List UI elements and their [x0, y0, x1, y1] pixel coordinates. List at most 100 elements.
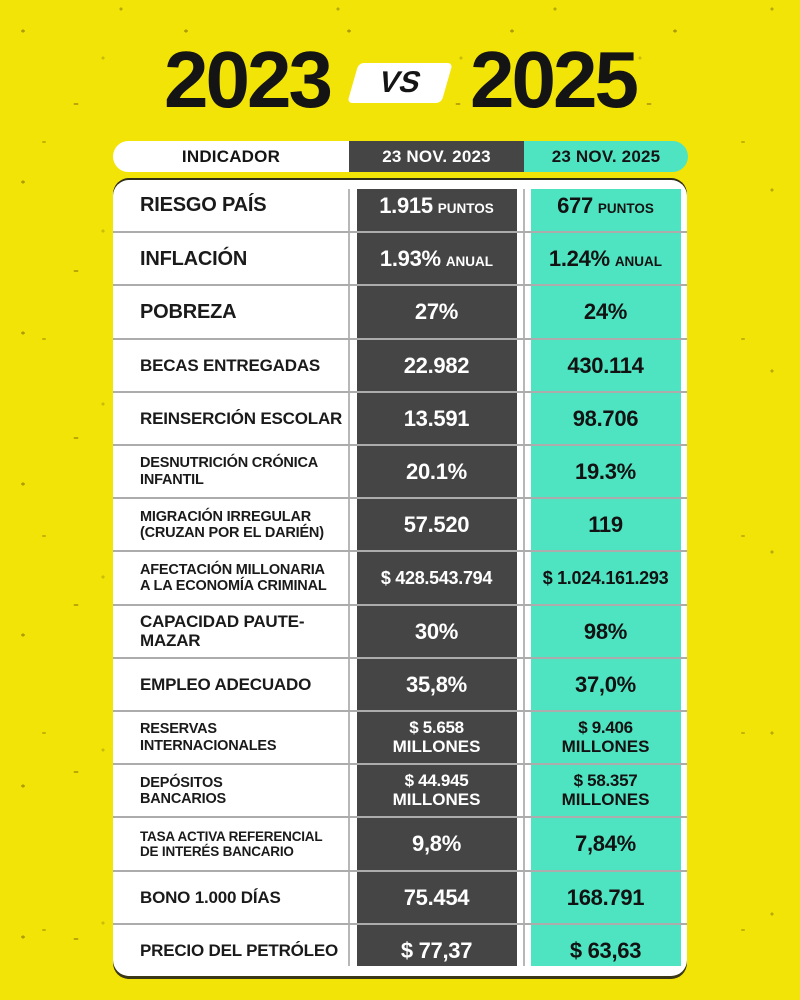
table-row: CAPACIDAD PAUTE-MAZAR 30% 98% — [113, 603, 687, 657]
value-2025: 677 — [557, 193, 593, 219]
indicator-label: RESERVAS INTERNACIONALES — [140, 721, 277, 754]
indicator-label: BECAS ENTREGADAS — [140, 355, 321, 375]
table-row: BONO 1.000 DÍAS 75.454 168.791 — [113, 869, 687, 923]
value-2023-cell: $ 44.945 MILLONES — [349, 765, 524, 816]
column-2025-strip — [531, 189, 681, 966]
indicator-label: INFLACIÓN — [140, 247, 248, 270]
indicator-cell: INFLACIÓN — [113, 233, 349, 284]
indicator-cell: RESERVAS INTERNACIONALES — [113, 712, 349, 763]
column-divider-2 — [523, 189, 525, 966]
indicator-label: CAPACIDAD PAUTE-MAZAR — [140, 612, 305, 651]
value-2023: 9,8% — [412, 831, 461, 857]
value-2023-cell: 13.591 — [349, 393, 524, 444]
value-2023: $ 44.945 — [404, 771, 469, 791]
header-indicador: INDICADOR — [113, 141, 349, 172]
value-2025: $ 63,63 — [569, 937, 642, 963]
value-2023: $ 5.658 — [409, 718, 464, 738]
indicator-label: BONO 1.000 DÍAS — [140, 887, 281, 907]
value-2023: 57.520 — [403, 512, 470, 538]
value-2025-cell: 677 PUNTOS — [524, 180, 687, 231]
page-title: 2023 VS 2025 — [0, 34, 800, 126]
indicator-cell: DESNUTRICIÓN CRÓNICA INFANTIL — [113, 446, 349, 497]
value-2025-cell: 119 — [524, 499, 687, 550]
value-2023-cell: 57.520 — [349, 499, 524, 550]
value-2025-cell: $ 9.406 MILLONES — [524, 712, 687, 763]
value-2025: 119 — [588, 512, 623, 538]
value-2025-cell: 19.3% — [524, 446, 687, 497]
table-row: RESERVAS INTERNACIONALES $ 5.658 MILLONE… — [113, 710, 687, 763]
value-2025-cell: $ 58.357 MILLONES — [524, 765, 687, 816]
indicator-cell: BONO 1.000 DÍAS — [113, 872, 349, 923]
indicator-cell: RIESGO PAÍS — [113, 180, 349, 231]
value-2023-cell: 27% — [349, 286, 524, 337]
value-2025-cell: 98% — [524, 606, 687, 657]
value-2025: $ 58.357 — [573, 771, 638, 791]
value-2025: $ 1.024.161.293 — [542, 567, 669, 588]
value-2023-unit: PUNTOS — [437, 201, 494, 217]
value-2023-cell: 75.454 — [349, 872, 524, 923]
indicator-label: POBREZA — [140, 300, 237, 323]
table-row: POBREZA 27% 24% — [113, 284, 687, 337]
value-2023-cell: 30% — [349, 606, 524, 657]
value-2023-cell: 9,8% — [349, 818, 524, 869]
table-header: INDICADOR 23 NOV. 2023 23 NOV. 2025 — [113, 141, 688, 172]
value-2025-unit: ANUAL — [614, 254, 663, 270]
table-row: RIESGO PAÍS 1.915 PUNTOS 677 PUNTOS — [113, 180, 687, 231]
value-2023: 20.1% — [406, 459, 467, 485]
value-2025: 19.3% — [575, 459, 636, 485]
value-2025-cell: 168.791 — [524, 872, 687, 923]
value-2025: 1.24% — [548, 246, 610, 272]
value-2025-unit: PUNTOS — [597, 201, 654, 217]
table-row: MIGRACIÓN IRREGULAR (CRUZAN POR EL DARIÉ… — [113, 497, 687, 550]
indicator-cell: MIGRACIÓN IRREGULAR (CRUZAN POR EL DARIÉ… — [113, 499, 349, 550]
value-2025-sub: MILLONES — [561, 790, 650, 810]
value-2023: 27% — [414, 299, 459, 325]
indicator-label: EMPLEO ADECUADO — [140, 674, 312, 694]
value-2025-cell: 37,0% — [524, 659, 687, 710]
table-row: AFECTACIÓN MILLONARIA A LA ECONOMÍA CRIM… — [113, 550, 687, 603]
indicator-label: REINSERCIÓN ESCOLAR — [140, 408, 343, 428]
header-23-nov-2023: 23 NOV. 2023 — [349, 141, 524, 172]
indicator-label: TASA ACTIVA REFERENCIAL DE INTERÉS BANCA… — [140, 828, 323, 860]
value-2025-cell: 98.706 — [524, 393, 687, 444]
indicator-cell: EMPLEO ADECUADO — [113, 659, 349, 710]
value-2025: 7,84% — [575, 831, 636, 857]
value-2025: 37,0% — [575, 671, 636, 697]
indicator-cell: DEPÓSITOS BANCARIOS — [113, 765, 349, 816]
value-2025-cell: 7,84% — [524, 818, 687, 869]
value-2023: 13.591 — [403, 405, 470, 431]
value-2023: 1.915 — [379, 193, 433, 219]
indicator-cell: BECAS ENTREGADAS — [113, 340, 349, 391]
indicator-cell: CAPACIDAD PAUTE-MAZAR — [113, 606, 349, 657]
value-2023: 22.982 — [403, 352, 470, 378]
indicator-label: DESNUTRICIÓN CRÓNICA INFANTIL — [140, 455, 319, 488]
value-2025: 24% — [583, 299, 628, 325]
vs-label: VS — [374, 66, 426, 99]
table-row: DESNUTRICIÓN CRÓNICA INFANTIL 20.1% 19.3… — [113, 444, 687, 497]
value-2023-cell: 1.93% ANUAL — [349, 233, 524, 284]
value-2025-cell: 1.24% ANUAL — [524, 233, 687, 284]
value-2023: 1.93% — [379, 246, 441, 272]
value-2025-cell: $ 1.024.161.293 — [524, 552, 687, 603]
value-2023-sub: MILLONES — [392, 790, 481, 810]
title-year-2023: 2023 — [164, 35, 333, 124]
value-2023-cell: 22.982 — [349, 340, 524, 391]
value-2023-cell: 35,8% — [349, 659, 524, 710]
value-2023-sub: MILLONES — [392, 737, 481, 757]
value-2023: 30% — [414, 618, 459, 644]
indicator-cell: REINSERCIÓN ESCOLAR — [113, 393, 349, 444]
value-2025: 98.706 — [572, 405, 639, 431]
column-divider-1 — [348, 189, 350, 966]
value-2023: $ 77,37 — [400, 937, 473, 963]
table-row: DEPÓSITOS BANCARIOS $ 44.945 MILLONES $ … — [113, 763, 687, 816]
value-2023-cell: 1.915 PUNTOS — [349, 180, 524, 231]
value-2025-cell: 24% — [524, 286, 687, 337]
table-row: INFLACIÓN 1.93% ANUAL 1.24% ANUAL — [113, 231, 687, 284]
table-row: EMPLEO ADECUADO 35,8% 37,0% — [113, 656, 687, 710]
indicator-cell: AFECTACIÓN MILLONARIA A LA ECONOMÍA CRIM… — [113, 552, 349, 603]
title-year-2025: 2025 — [470, 35, 639, 124]
value-2025: 168.791 — [566, 884, 645, 910]
indicator-cell: POBREZA — [113, 286, 349, 337]
indicator-label: RIESGO PAÍS — [140, 194, 267, 217]
indicator-cell: PRECIO DEL PETRÓLEO — [113, 925, 349, 976]
